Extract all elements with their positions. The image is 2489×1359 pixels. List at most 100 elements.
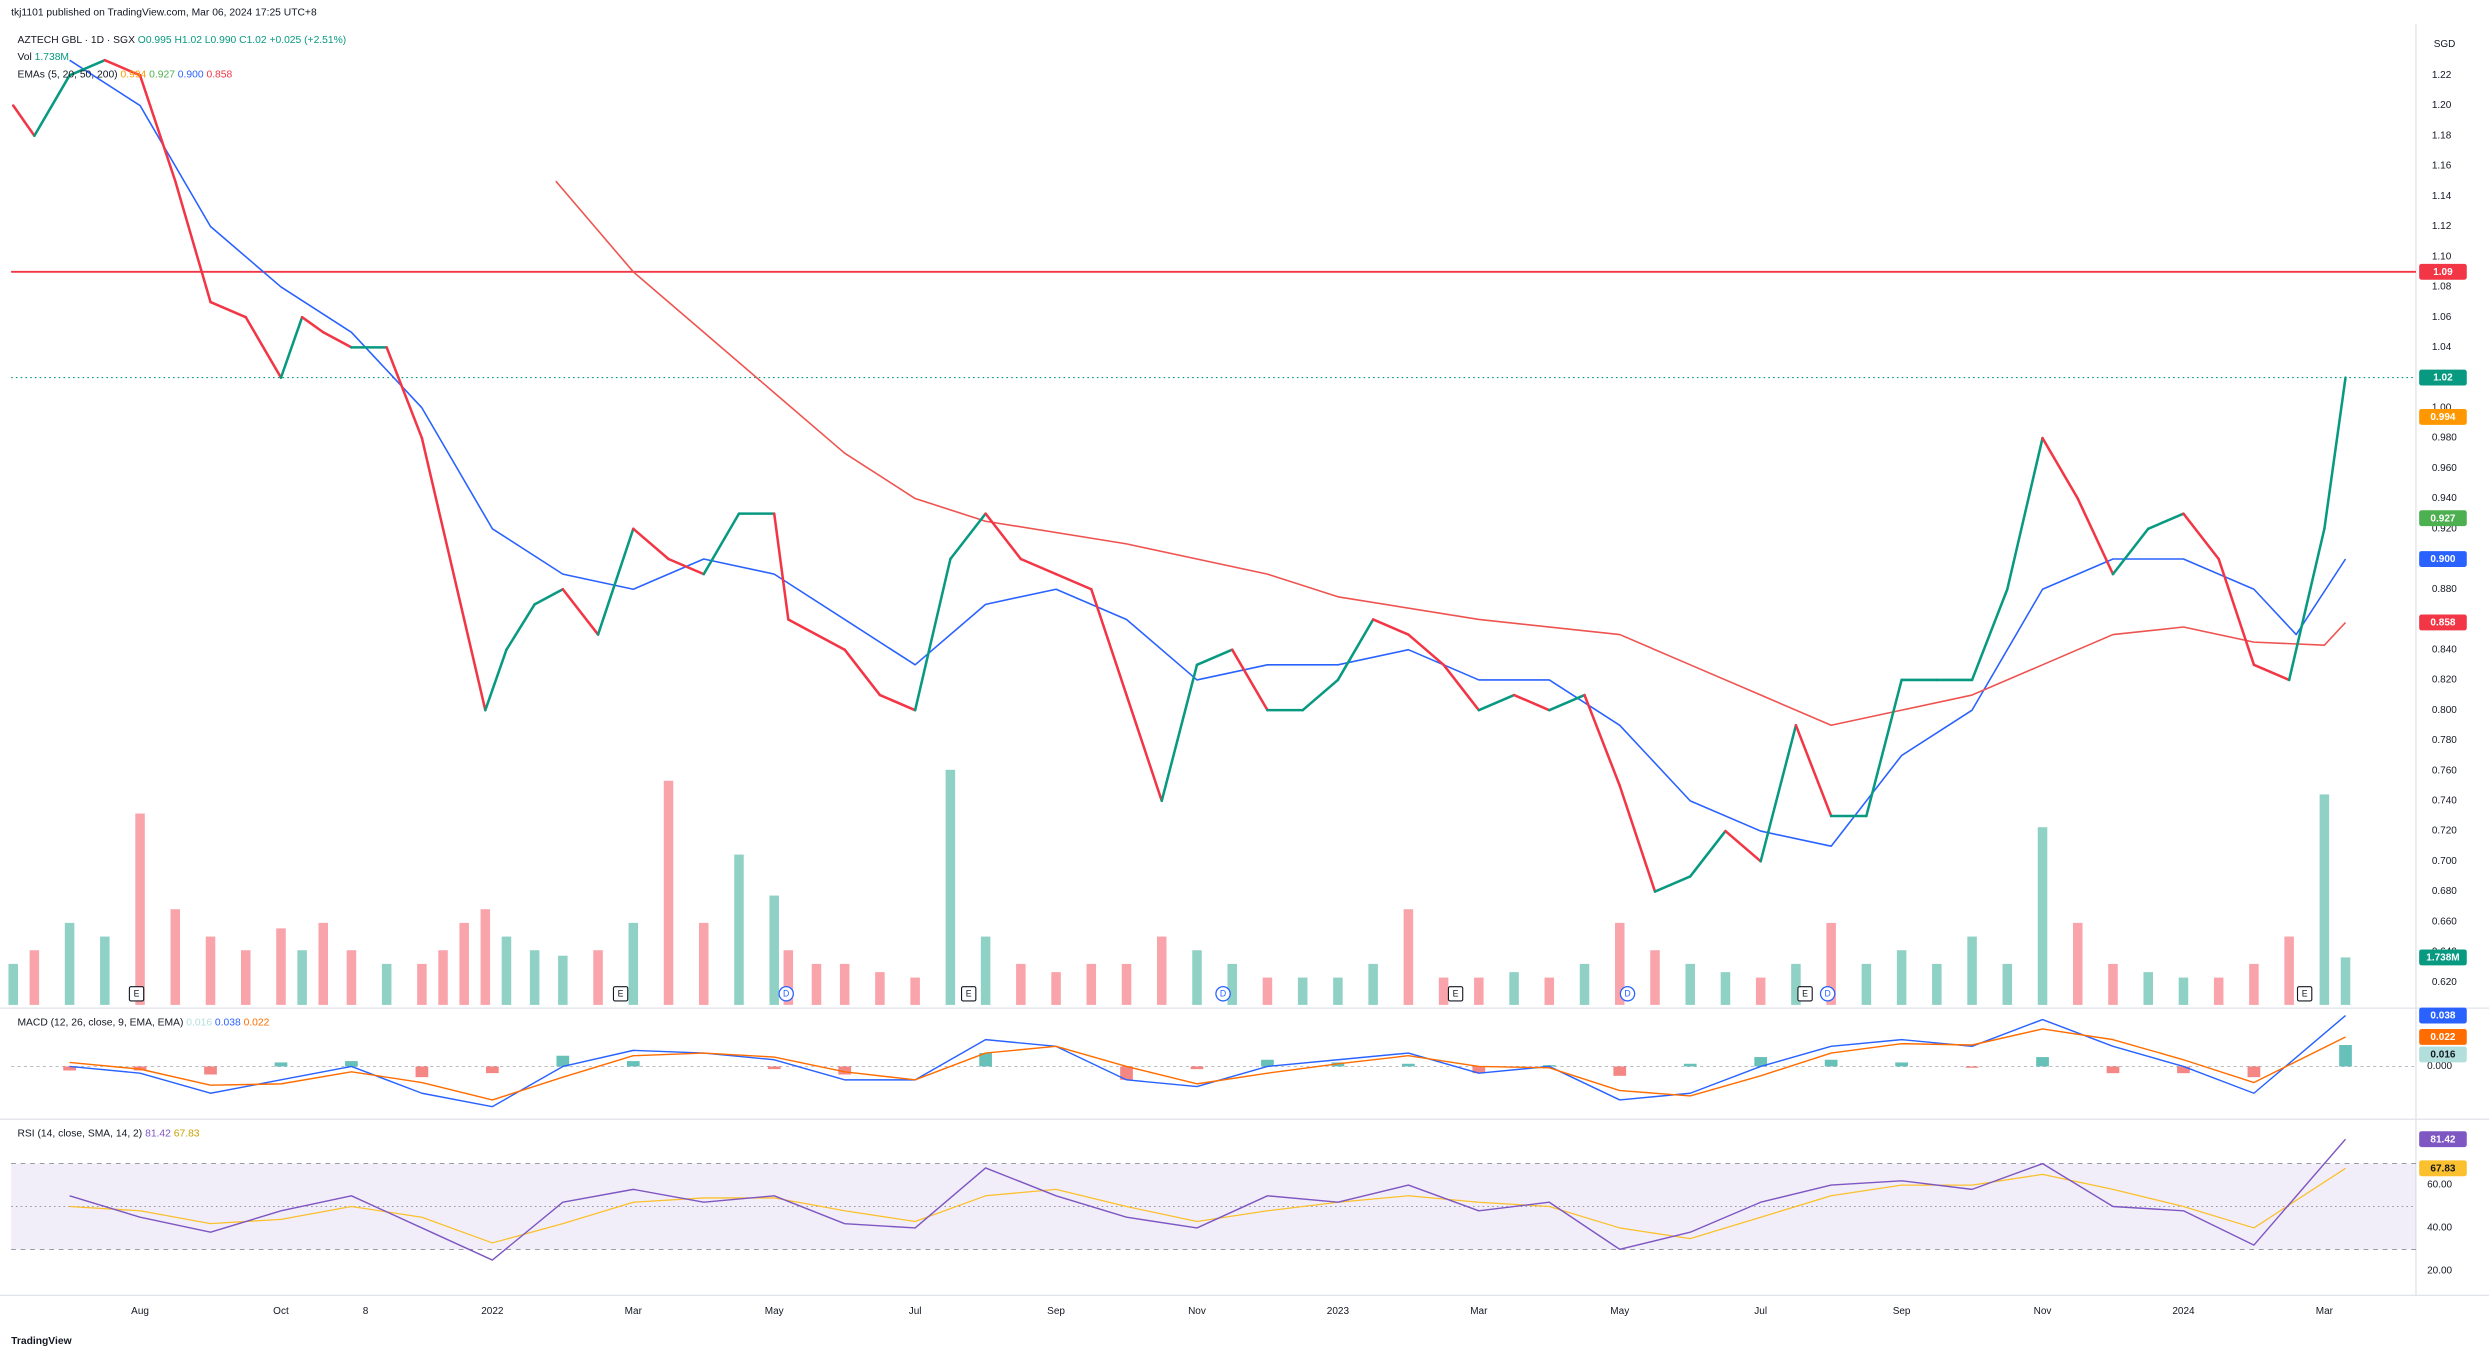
event-icon [1215,986,1231,1002]
volume-bar [1403,909,1414,1005]
price-segment [667,557,706,576]
price-segment [1724,829,1762,863]
price-segment [2111,527,2150,576]
last-price-badge: 1.02 [2419,369,2467,386]
last-price-badge-bg [2419,369,2467,386]
y-tick-label: 0.740 [2432,795,2457,806]
signal-badge-bg [2419,1029,2467,1045]
price-segment [209,300,248,319]
volume-bar [910,977,920,1005]
volume-bar [811,963,822,1005]
volume-bar [2178,977,2189,1005]
price-segment [533,587,565,606]
macd-histogram-bar [415,1066,429,1078]
price-segment [385,346,424,440]
macd-histogram-bar [1261,1059,1274,1067]
event-label: E [966,989,972,999]
event-marker: E [612,986,629,1002]
macd-histogram-bar [1613,1066,1627,1076]
volume-bar [1967,936,1977,1005]
event-label: E [618,989,624,999]
event-marker: D [1215,986,1231,1002]
y-tick-label: 1.18 [2432,130,2452,141]
volume-bar [318,922,329,1005]
event-icon [960,986,977,1002]
price-segment [2041,436,2080,500]
price-segment [2323,376,2347,531]
volume-bar [2037,827,2048,1005]
ema-badge-text: 0.900 [2430,554,2455,565]
volume-bar [8,963,18,1005]
price-segment [2217,557,2256,667]
ema-badge-bg [2419,614,2467,631]
signal-badge-text: 0.022 [2430,1032,2455,1043]
price-segment [1794,724,1833,818]
price-segment [1230,648,1269,712]
price-segment [1195,648,1234,667]
macd-badge-text: 0.038 [2430,1011,2455,1022]
macd-histogram-bar [2106,1066,2120,1074]
volume-bar [1438,977,1449,1005]
volume-bar [1755,977,1766,1005]
price-segment [1160,663,1199,803]
histogram-badge: 0.016 [2419,1046,2467,1063]
volume-bar [628,922,639,1005]
rsi-badge-text: 81.42 [2430,1134,2455,1145]
ema-legend-part: 0.900 [178,69,204,80]
price-segment [949,512,987,561]
volume-bar [2284,936,2294,1005]
rsi-line [69,1138,2347,1261]
volume-bar [480,909,491,1005]
histogram-badge-bg [2419,1046,2467,1063]
event-marker: D [1819,986,1836,1002]
macd-badge-bg [2419,1007,2467,1024]
macd-histogram-bar [2339,1045,2352,1067]
price-segment [33,74,71,138]
y-tick-label: 1.12 [2432,221,2452,232]
volume-bar [346,950,357,1005]
event-icon [1447,986,1464,1002]
price-segment [1407,633,1445,667]
volume-legend-part: Vol [17,52,31,63]
y-tick-label: 0.620 [2432,977,2457,988]
macd-signal-line [69,1028,2346,1101]
macd-histogram-bar [1472,1066,1486,1074]
volume-bar [1544,977,1555,1005]
price-segment [244,315,283,379]
last-price-badge-text: 1.02 [2433,373,2453,384]
price-segment [1477,693,1516,712]
volume-bar [875,972,885,1005]
event-icon [128,986,145,1002]
event-label: D [783,989,789,999]
hline-badge-bg [2419,263,2467,280]
rsi-ma-badge-text: 67.83 [2430,1163,2455,1174]
macd-tick-label: 0.000 [2427,1061,2452,1072]
price-segment [174,179,212,304]
price-segment [1865,678,1903,818]
currency[interactable]: SGD [2434,39,2456,50]
price-segment [2146,512,2185,531]
macd-histogram-bar [274,1062,288,1067]
price-segment [484,648,508,712]
x-tick-label: Sep [1893,1306,1911,1317]
price-segment [772,512,790,621]
volume-legend-part: 1.738M [35,52,69,63]
price-segment [878,693,917,712]
volume-bar [205,936,216,1005]
volume-bar [1121,963,1132,1005]
event-marker: E [2296,986,2313,1002]
volume-bar [1262,977,1273,1005]
price-segment [1090,587,1128,697]
x-tick-label: Sep [1047,1306,1065,1317]
volume-badge-bg [2419,949,2467,966]
price-segment [1054,572,1093,591]
price-segment [2252,663,2291,682]
price-segment [279,315,304,379]
x-tick-label: Mar [2316,1306,2334,1317]
macd-histogram-bar [1120,1066,1133,1080]
event-label: D [1220,989,1226,999]
macd-histogram-bar [556,1055,570,1067]
macd-legend-part: 0.016 [186,1017,212,1028]
rsi-tick-label: 60.00 [2427,1180,2452,1191]
